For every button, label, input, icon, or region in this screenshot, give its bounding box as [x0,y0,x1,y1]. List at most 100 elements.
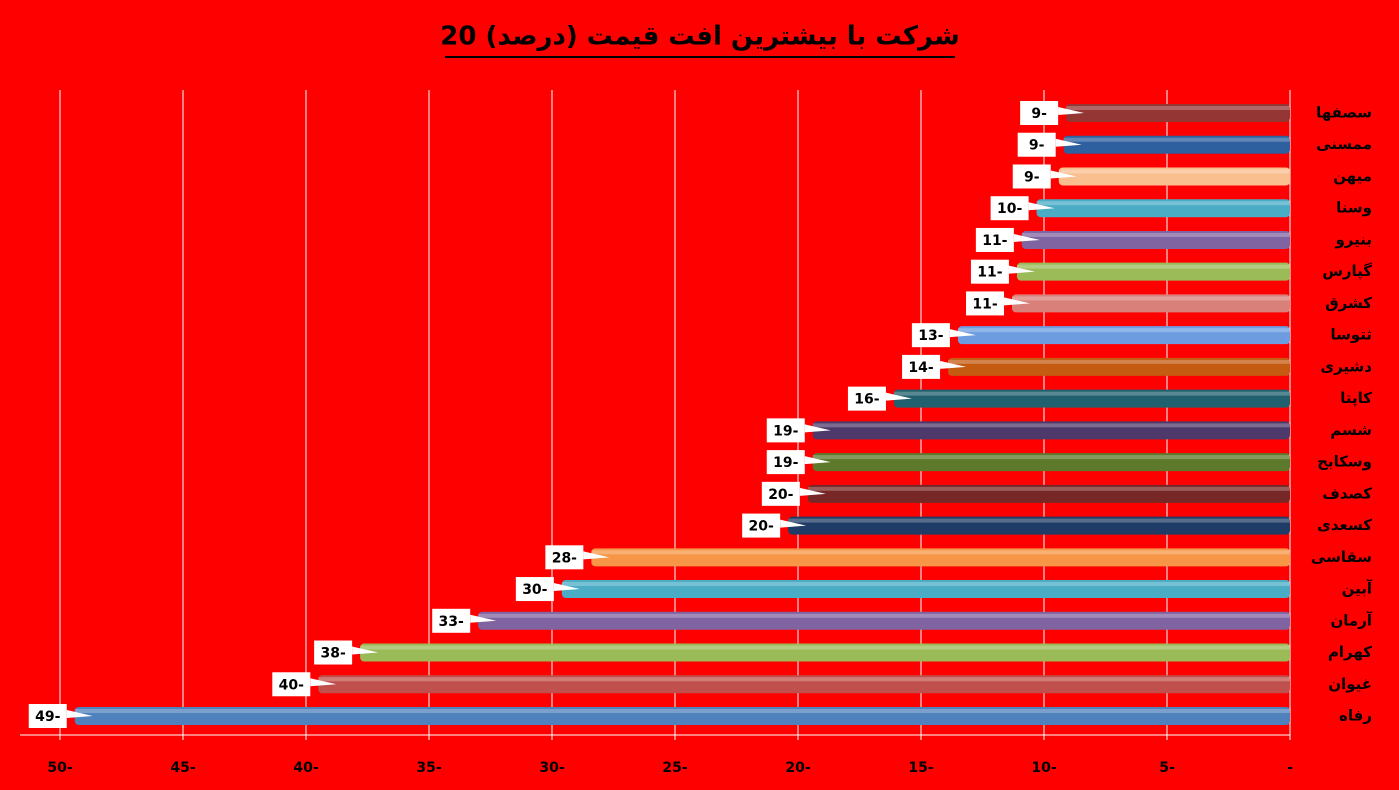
label-pointer [949,329,976,338]
y-tick-label: کصدف [1322,484,1372,502]
bar-shine [812,423,1290,428]
value-label: 14- [908,360,933,376]
bar-shine [948,359,1290,364]
label-pointer [1050,170,1077,179]
value-label-box [432,608,471,633]
value-label-box [272,672,311,697]
value-label-box [911,323,950,348]
y-tick-label: کهرام [1328,643,1372,661]
bar-shine [788,518,1290,523]
value-label: 10- [997,201,1022,217]
bar-shine [807,486,1290,491]
bar [1063,135,1290,154]
y-tick-label: ممسنی [1316,135,1372,153]
y-tick-label: وسنا [1336,199,1372,217]
value-label-box [902,354,941,379]
bar-shine [812,455,1290,460]
bar-shine [1021,232,1290,237]
bar-shine [561,582,1290,587]
value-label: 40- [279,677,304,693]
x-tick-label: 40- [293,760,318,776]
value-label: 9- [1024,169,1040,185]
label-pointer [1055,138,1082,147]
value-label: 49- [35,709,60,725]
label-pointer [799,487,826,496]
bar-shine [1012,296,1290,301]
y-tick-label: سقاسی [1311,548,1372,566]
value-label-box [970,259,1009,284]
label-pointer [66,710,93,718]
bar [1058,167,1290,186]
x-tick-label: 10- [1031,760,1056,776]
bar [1012,294,1290,313]
x-tick-label: 35- [416,760,441,776]
bar-shine [1063,137,1290,142]
y-tick-label: کشرق [1325,294,1372,312]
value-label-box [975,227,1014,252]
bar [74,707,1290,725]
label-pointer [1013,233,1040,242]
y-tick-label: بنیرو [1334,230,1372,248]
label-pointer [310,678,337,687]
value-label: 9- [1031,106,1047,122]
x-tick-label: - [1287,760,1293,776]
bar [812,453,1290,472]
bar [1066,104,1290,122]
value-label: 11- [982,233,1007,249]
value-label-box [847,386,886,411]
bar [812,421,1290,440]
y-tick-label: میهن [1333,167,1372,185]
bar-shine [74,709,1290,713]
value-label: 13- [918,328,943,344]
bar-shine [957,328,1290,333]
value-label: 19- [773,423,798,439]
bar-shine [318,677,1290,682]
y-tick-label: رفاه [1339,707,1372,725]
bar-shine [360,645,1290,650]
label-pointer [780,519,807,528]
label-pointer [352,646,379,655]
label-pointer [804,424,831,433]
x-tick-label: 20- [785,760,810,776]
value-label-box [1017,132,1056,157]
y-tick-label: وسکابح [1317,453,1372,471]
x-tick-label: 25- [662,760,687,776]
y-tick-label: کاپتا [1340,389,1372,408]
value-label-box [1012,164,1051,189]
value-label-box [761,481,800,506]
label-pointer [940,360,967,369]
bar-shine [478,613,1290,618]
y-tick-label: گپارس [1322,262,1372,281]
label-pointer [885,392,912,401]
label-pointer [1058,107,1085,115]
value-label-box [515,577,554,602]
y-tick-label: کسعدی [1317,516,1372,534]
value-label: 33- [439,614,464,630]
value-label-box [545,545,584,570]
y-tick-label: شسم [1330,421,1372,439]
value-label-box [766,450,805,475]
bar [318,675,1290,694]
bar [360,643,1290,662]
bar-shine [591,550,1290,555]
value-label: 20- [749,519,774,535]
value-label-box [966,291,1005,316]
value-label-box [742,513,781,538]
x-tick-label: 50- [47,760,72,776]
bar [788,516,1290,535]
bar [893,389,1290,408]
value-label-box [1020,101,1059,125]
value-label: 11- [977,265,1002,281]
bar-shine [1016,264,1290,269]
bar-shine [1058,169,1290,174]
label-pointer [553,583,580,592]
x-tick-label: 30- [539,760,564,776]
value-label-box [766,418,805,443]
label-pointer [804,456,831,465]
y-tick-label: غیوان [1328,675,1372,693]
x-tick-label: 5- [1159,760,1175,776]
x-tick-label: 45- [170,760,195,776]
y-tick-label: آرمان [1331,611,1373,629]
value-label: 20- [768,487,793,503]
